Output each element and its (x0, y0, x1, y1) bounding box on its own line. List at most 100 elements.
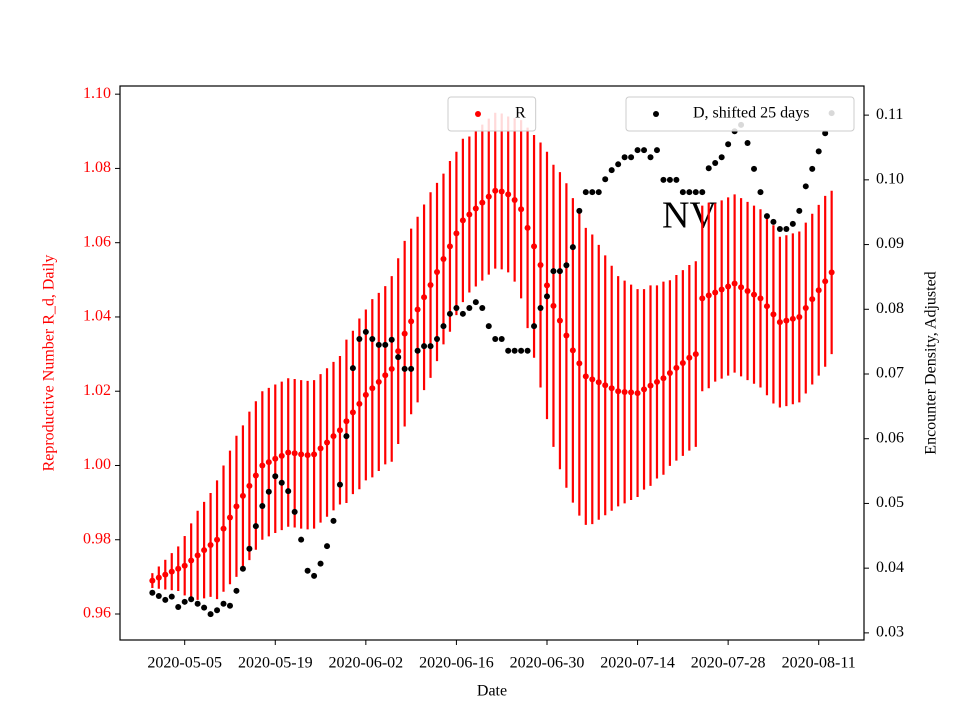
plot-frame (119, 85, 865, 641)
point (582, 189, 589, 196)
point (699, 295, 706, 302)
point (349, 365, 356, 372)
point (692, 351, 699, 358)
point (369, 385, 376, 392)
point (479, 304, 486, 311)
legend-box (447, 96, 537, 132)
point (434, 336, 441, 343)
point (608, 167, 615, 174)
point (459, 310, 466, 317)
point (809, 296, 816, 303)
point (214, 536, 221, 543)
point (518, 347, 525, 354)
y2-axis-label: Encounter Density, Adjusted (923, 271, 940, 454)
point (375, 341, 382, 348)
point (155, 592, 162, 599)
y2-tick-label: 0.09 (876, 235, 904, 252)
point (505, 347, 512, 354)
point (511, 347, 518, 354)
point (744, 139, 751, 146)
point (660, 176, 667, 183)
point (653, 378, 660, 385)
point (531, 243, 538, 250)
point (505, 191, 512, 198)
point (563, 262, 570, 269)
point (647, 154, 654, 161)
y2-tick-label: 0.05 (876, 494, 904, 511)
point (783, 226, 790, 233)
point (809, 165, 816, 172)
point (569, 347, 576, 354)
point (738, 284, 745, 291)
point (162, 596, 169, 603)
point (472, 205, 479, 212)
point (634, 147, 641, 154)
point (492, 187, 499, 194)
point (802, 305, 809, 312)
point (556, 317, 563, 324)
point (679, 360, 686, 366)
point (634, 390, 641, 397)
point (330, 517, 337, 524)
point (408, 318, 415, 325)
point (744, 287, 751, 294)
point (485, 323, 492, 330)
point (466, 304, 473, 311)
point (207, 541, 214, 548)
point (382, 341, 389, 348)
point (692, 189, 699, 196)
point (602, 176, 609, 183)
point (479, 199, 486, 206)
point (712, 160, 719, 167)
point (776, 319, 783, 326)
y2-tick-label: 0.08 (876, 300, 904, 317)
x-tick-label: 2020-05-05 (147, 655, 222, 672)
point (427, 343, 434, 350)
point (388, 336, 395, 343)
point (660, 375, 667, 382)
point (589, 376, 596, 383)
point (686, 189, 693, 196)
point (731, 280, 738, 287)
point (822, 278, 829, 285)
point (336, 427, 343, 434)
point (569, 244, 576, 251)
point (757, 295, 764, 302)
point (666, 370, 673, 377)
point (492, 336, 499, 343)
point (595, 379, 602, 386)
point (446, 310, 453, 317)
point (356, 336, 363, 343)
point (543, 293, 550, 300)
point (278, 452, 285, 459)
point (324, 439, 331, 446)
point (763, 213, 770, 220)
point (427, 282, 434, 289)
point (304, 567, 311, 574)
point (259, 503, 266, 510)
point (298, 536, 305, 543)
point (615, 161, 622, 168)
point (718, 154, 725, 161)
point (653, 147, 660, 154)
point (395, 348, 402, 355)
point (751, 165, 758, 172)
point (673, 364, 680, 371)
point (175, 565, 182, 572)
x-axis-label: Date (477, 683, 507, 700)
point (751, 291, 758, 298)
point (155, 574, 162, 581)
legend-marker (475, 111, 481, 117)
point (550, 268, 557, 275)
point (563, 332, 570, 339)
legend-label: D, shifted 25 days (693, 105, 809, 122)
point (252, 523, 259, 530)
legend-marker (653, 111, 659, 117)
point (414, 306, 421, 313)
legend-box (625, 96, 855, 132)
y-tick-label: 1.02 (83, 382, 111, 399)
point (556, 268, 563, 275)
point (188, 557, 195, 564)
point (239, 492, 246, 499)
